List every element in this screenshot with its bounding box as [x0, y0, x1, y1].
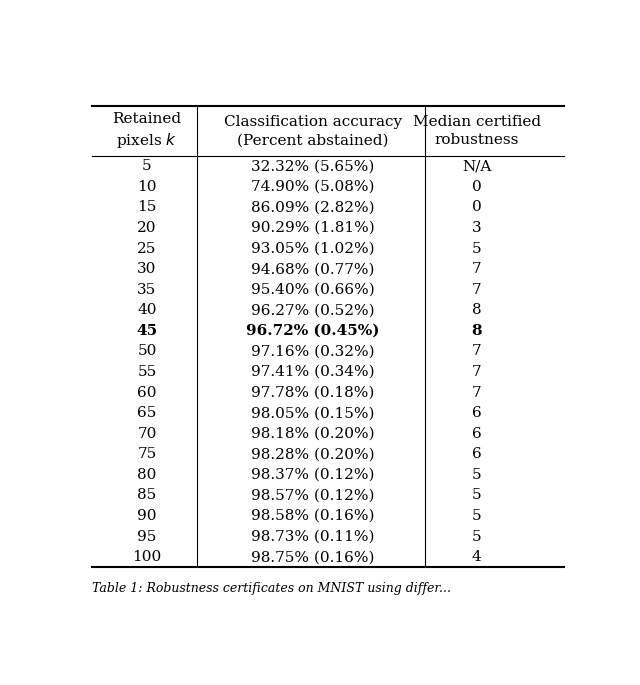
Text: 60: 60: [137, 386, 157, 399]
Text: 75: 75: [138, 447, 157, 461]
Text: 32.32% (5.65%): 32.32% (5.65%): [252, 160, 375, 173]
Text: Table 1: Robustness certificates on MNIST using differ...: Table 1: Robustness certificates on MNIS…: [92, 582, 451, 595]
Text: 86.09% (2.82%): 86.09% (2.82%): [252, 201, 375, 214]
Text: Classification accuracy
(Percent abstained): Classification accuracy (Percent abstain…: [224, 115, 402, 147]
Text: 5: 5: [472, 242, 482, 256]
Text: 95.40% (0.66%): 95.40% (0.66%): [252, 283, 375, 297]
Text: 7: 7: [472, 386, 482, 399]
Text: 80: 80: [137, 468, 157, 482]
Text: 7: 7: [472, 283, 482, 297]
Text: 65: 65: [137, 406, 157, 420]
Text: 85: 85: [138, 488, 157, 503]
Text: 98.57% (0.12%): 98.57% (0.12%): [252, 488, 375, 503]
Text: 0: 0: [472, 201, 482, 214]
Text: 98.05% (0.15%): 98.05% (0.15%): [252, 406, 375, 420]
Text: 40: 40: [137, 303, 157, 317]
Text: 5: 5: [472, 488, 482, 503]
Text: 20: 20: [137, 221, 157, 235]
Text: Median certified
robustness: Median certified robustness: [413, 115, 541, 147]
Text: 74.90% (5.08%): 74.90% (5.08%): [252, 180, 375, 194]
Text: 6: 6: [472, 447, 482, 461]
Text: 8: 8: [472, 324, 482, 338]
Text: 55: 55: [138, 365, 157, 379]
Text: 15: 15: [137, 201, 157, 214]
Text: 5: 5: [472, 530, 482, 544]
Text: 95: 95: [137, 530, 157, 544]
Text: 6: 6: [472, 427, 482, 440]
Text: 10: 10: [137, 180, 157, 194]
Text: 97.16% (0.32%): 97.16% (0.32%): [252, 345, 375, 358]
Text: N/A: N/A: [462, 160, 492, 173]
Text: 50: 50: [137, 345, 157, 358]
Text: 7: 7: [472, 345, 482, 358]
Text: 5: 5: [472, 509, 482, 523]
Text: 4: 4: [472, 550, 482, 564]
Text: 35: 35: [138, 283, 157, 297]
Text: 5: 5: [472, 468, 482, 482]
Text: 96.27% (0.52%): 96.27% (0.52%): [252, 303, 375, 317]
Text: 0: 0: [472, 180, 482, 194]
Text: 90: 90: [137, 509, 157, 523]
Text: 97.41% (0.34%): 97.41% (0.34%): [252, 365, 375, 379]
Text: 93.05% (1.02%): 93.05% (1.02%): [252, 242, 375, 256]
Text: 90.29% (1.81%): 90.29% (1.81%): [252, 221, 375, 235]
Text: 98.73% (0.11%): 98.73% (0.11%): [252, 530, 375, 544]
Text: 8: 8: [472, 303, 482, 317]
Text: 98.37% (0.12%): 98.37% (0.12%): [252, 468, 375, 482]
Text: 97.78% (0.18%): 97.78% (0.18%): [252, 386, 375, 399]
Text: 6: 6: [472, 406, 482, 420]
Text: 94.68% (0.77%): 94.68% (0.77%): [252, 262, 375, 276]
Text: 96.72% (0.45%): 96.72% (0.45%): [246, 324, 380, 338]
Text: 100: 100: [132, 550, 161, 564]
Text: 98.28% (0.20%): 98.28% (0.20%): [252, 447, 375, 461]
Text: 30: 30: [137, 262, 157, 276]
Text: 98.58% (0.16%): 98.58% (0.16%): [252, 509, 375, 523]
Text: 25: 25: [137, 242, 157, 256]
Text: 45: 45: [136, 324, 157, 338]
Text: Retained
pixels $k$: Retained pixels $k$: [113, 112, 182, 150]
Text: 3: 3: [472, 221, 482, 235]
Text: 98.18% (0.20%): 98.18% (0.20%): [252, 427, 375, 440]
Text: 5: 5: [142, 160, 152, 173]
Text: 70: 70: [137, 427, 157, 440]
Text: 7: 7: [472, 365, 482, 379]
Text: 7: 7: [472, 262, 482, 276]
Text: 98.75% (0.16%): 98.75% (0.16%): [252, 550, 375, 564]
